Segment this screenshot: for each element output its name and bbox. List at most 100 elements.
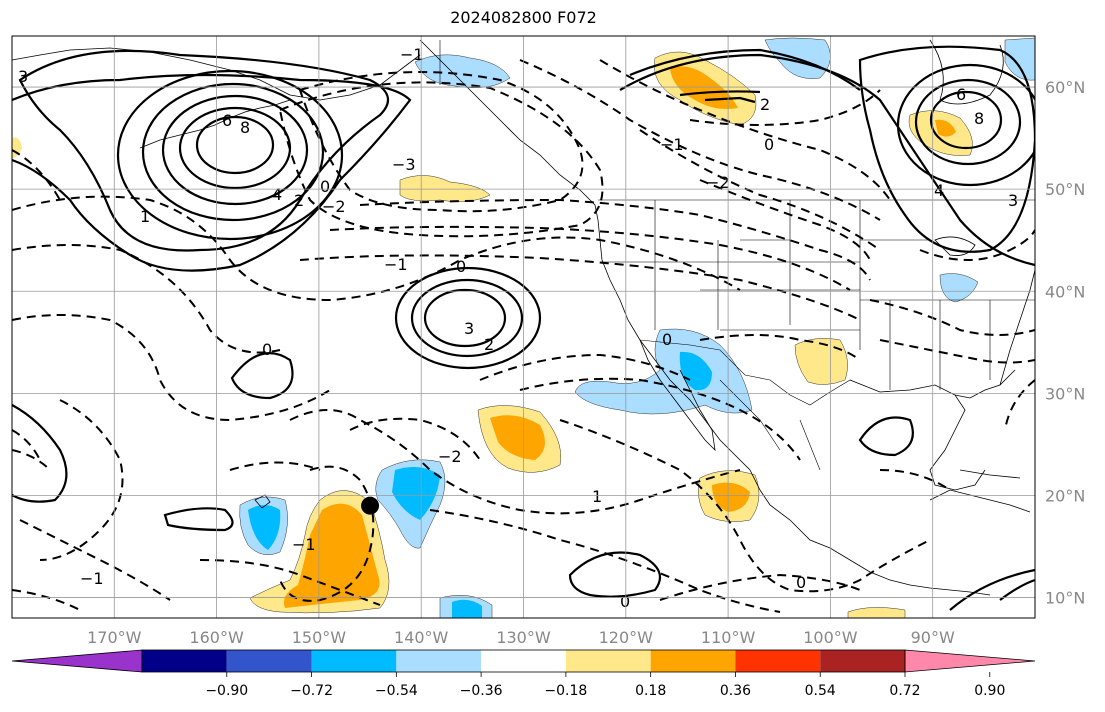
colorbar-tick-label: 0.18 [635, 683, 666, 699]
contour-label: 2 [760, 95, 770, 114]
contour-label: 2 [484, 335, 494, 354]
colorbar-box [650, 650, 736, 672]
contour-label: −1 [400, 45, 424, 64]
latitude-label: 50°N [1045, 180, 1085, 199]
contour-label: 0 [620, 592, 630, 611]
colorbar-box [226, 650, 312, 672]
contour-label: 8 [240, 118, 250, 137]
us-mexico-border [639, 339, 851, 406]
contour-labels: 3 6 8 4 2 1 0 −1 −2 −3 0 2 3 −1 0 2 6 8 … [18, 45, 1018, 611]
colorbar-tick-label: 0.54 [805, 683, 836, 699]
gulf-coast [849, 379, 986, 491]
contour-label: 8 [974, 109, 984, 128]
colorbar-extend-high [904, 649, 1036, 673]
contour-label: 1 [592, 487, 602, 506]
contour-label: 3 [1008, 191, 1018, 210]
contour-label: 6 [956, 85, 966, 104]
contour-label: 0 [456, 257, 466, 276]
contour-label: 4 [272, 185, 282, 204]
contour-label: 6 [222, 111, 232, 130]
colorbar-outline [141, 649, 906, 673]
contour-label: −1 [660, 135, 684, 154]
contour-label: −2 [438, 447, 462, 466]
contour-label: −1 [384, 255, 408, 274]
shade-blue [679, 351, 712, 391]
grid-lines [12, 36, 1035, 618]
contour-label: 0 [662, 330, 672, 349]
dashed-contours [12, 59, 1035, 613]
longitude-label: 110°W [701, 628, 756, 647]
longitude-labels: 170°W 160°W 150°W 140°W 130°W 120°W 110°W 100°W… [87, 628, 955, 647]
solid-contours [12, 45, 1035, 611]
coastlines [12, 39, 1035, 596]
colorbar-box [396, 650, 482, 672]
contour-label: 3 [464, 319, 474, 338]
longitude-label: 170°W [87, 628, 142, 647]
longitude-label: 160°W [189, 628, 244, 647]
latitude-label: 60°N [1045, 78, 1085, 97]
colorbar [11, 649, 1036, 673]
shade-yellow [399, 175, 491, 202]
contour-label: 0 [262, 340, 272, 359]
contour-label: −1 [292, 535, 316, 554]
map-title: 2024082800 F072 [450, 8, 597, 27]
colorbar-box [820, 650, 905, 672]
shade-blue [392, 466, 440, 520]
colorbar-tick-label: 0.36 [720, 683, 751, 699]
shade-yellow [12, 137, 22, 158]
contour-label: −3 [392, 155, 416, 174]
shade-orange [283, 503, 380, 608]
hawaii [254, 494, 271, 509]
latitude-label: 10°N [1045, 589, 1085, 608]
great-lakes [934, 236, 976, 256]
colorbar-box [735, 650, 821, 672]
longitude-label: 150°W [292, 628, 347, 647]
map-frame [11, 35, 1036, 619]
longitude-label: 90°W [911, 628, 955, 647]
contour-label: 2 [294, 191, 304, 210]
colorbar-tick-label: −0.36 [460, 683, 503, 699]
caribbean [959, 469, 1021, 479]
longitude-label: 140°W [394, 628, 449, 647]
colorbar-box [142, 650, 227, 672]
colorbar-tick-label: −0.72 [290, 683, 333, 699]
latitude-label: 40°N [1045, 282, 1085, 301]
contour-label: 4 [934, 181, 944, 200]
contour-label: −2 [322, 197, 346, 216]
longitude-label: 120°W [599, 628, 654, 647]
colorbar-box [311, 650, 397, 672]
latitude-label: 20°N [1045, 486, 1085, 505]
colorbar-box [481, 650, 566, 672]
shade-blue [248, 505, 281, 550]
contour-label: −2 [706, 173, 730, 192]
shade-orange [490, 415, 545, 460]
colorbar-tick-label: −0.54 [375, 683, 418, 699]
shade-orange [712, 482, 750, 512]
colorbar-extend-low [11, 649, 143, 673]
contour-label: 3 [18, 67, 28, 86]
shade-light-blue [414, 54, 511, 88]
colorbar-tick-label: −0.18 [544, 683, 587, 699]
central-america [929, 489, 1031, 513]
contour-label: 1 [140, 207, 150, 226]
longitude-label: 130°W [496, 628, 551, 647]
shade-yellow [847, 607, 906, 618]
contour-label: 0 [796, 573, 806, 592]
contour-label: 0 [320, 177, 330, 196]
baja-california [639, 339, 716, 452]
colorbar-tick-label: −0.90 [205, 683, 248, 699]
colorbar-tick-label: 0.72 [889, 683, 920, 699]
state-lines [600, 200, 1035, 390]
contour-label: 0 [764, 135, 774, 154]
colorbar-tick-label: 0.90 [974, 683, 1005, 699]
colorbar-ticks: −0.90 −0.72 −0.54 −0.36 −0.18 0.18 0.36 0.54 0.7… [205, 672, 1005, 699]
aleutians [139, 99, 291, 149]
shade-light-blue [939, 273, 979, 303]
latitude-labels: 10°N 20°N 30°N 40°N 50°N 60°N [1045, 78, 1085, 608]
latitude-label: 30°N [1045, 384, 1085, 403]
shade-blue [452, 599, 482, 618]
longitude-label: 100°W [803, 628, 858, 647]
colorbar-box [565, 650, 651, 672]
shade-orange [935, 119, 956, 137]
